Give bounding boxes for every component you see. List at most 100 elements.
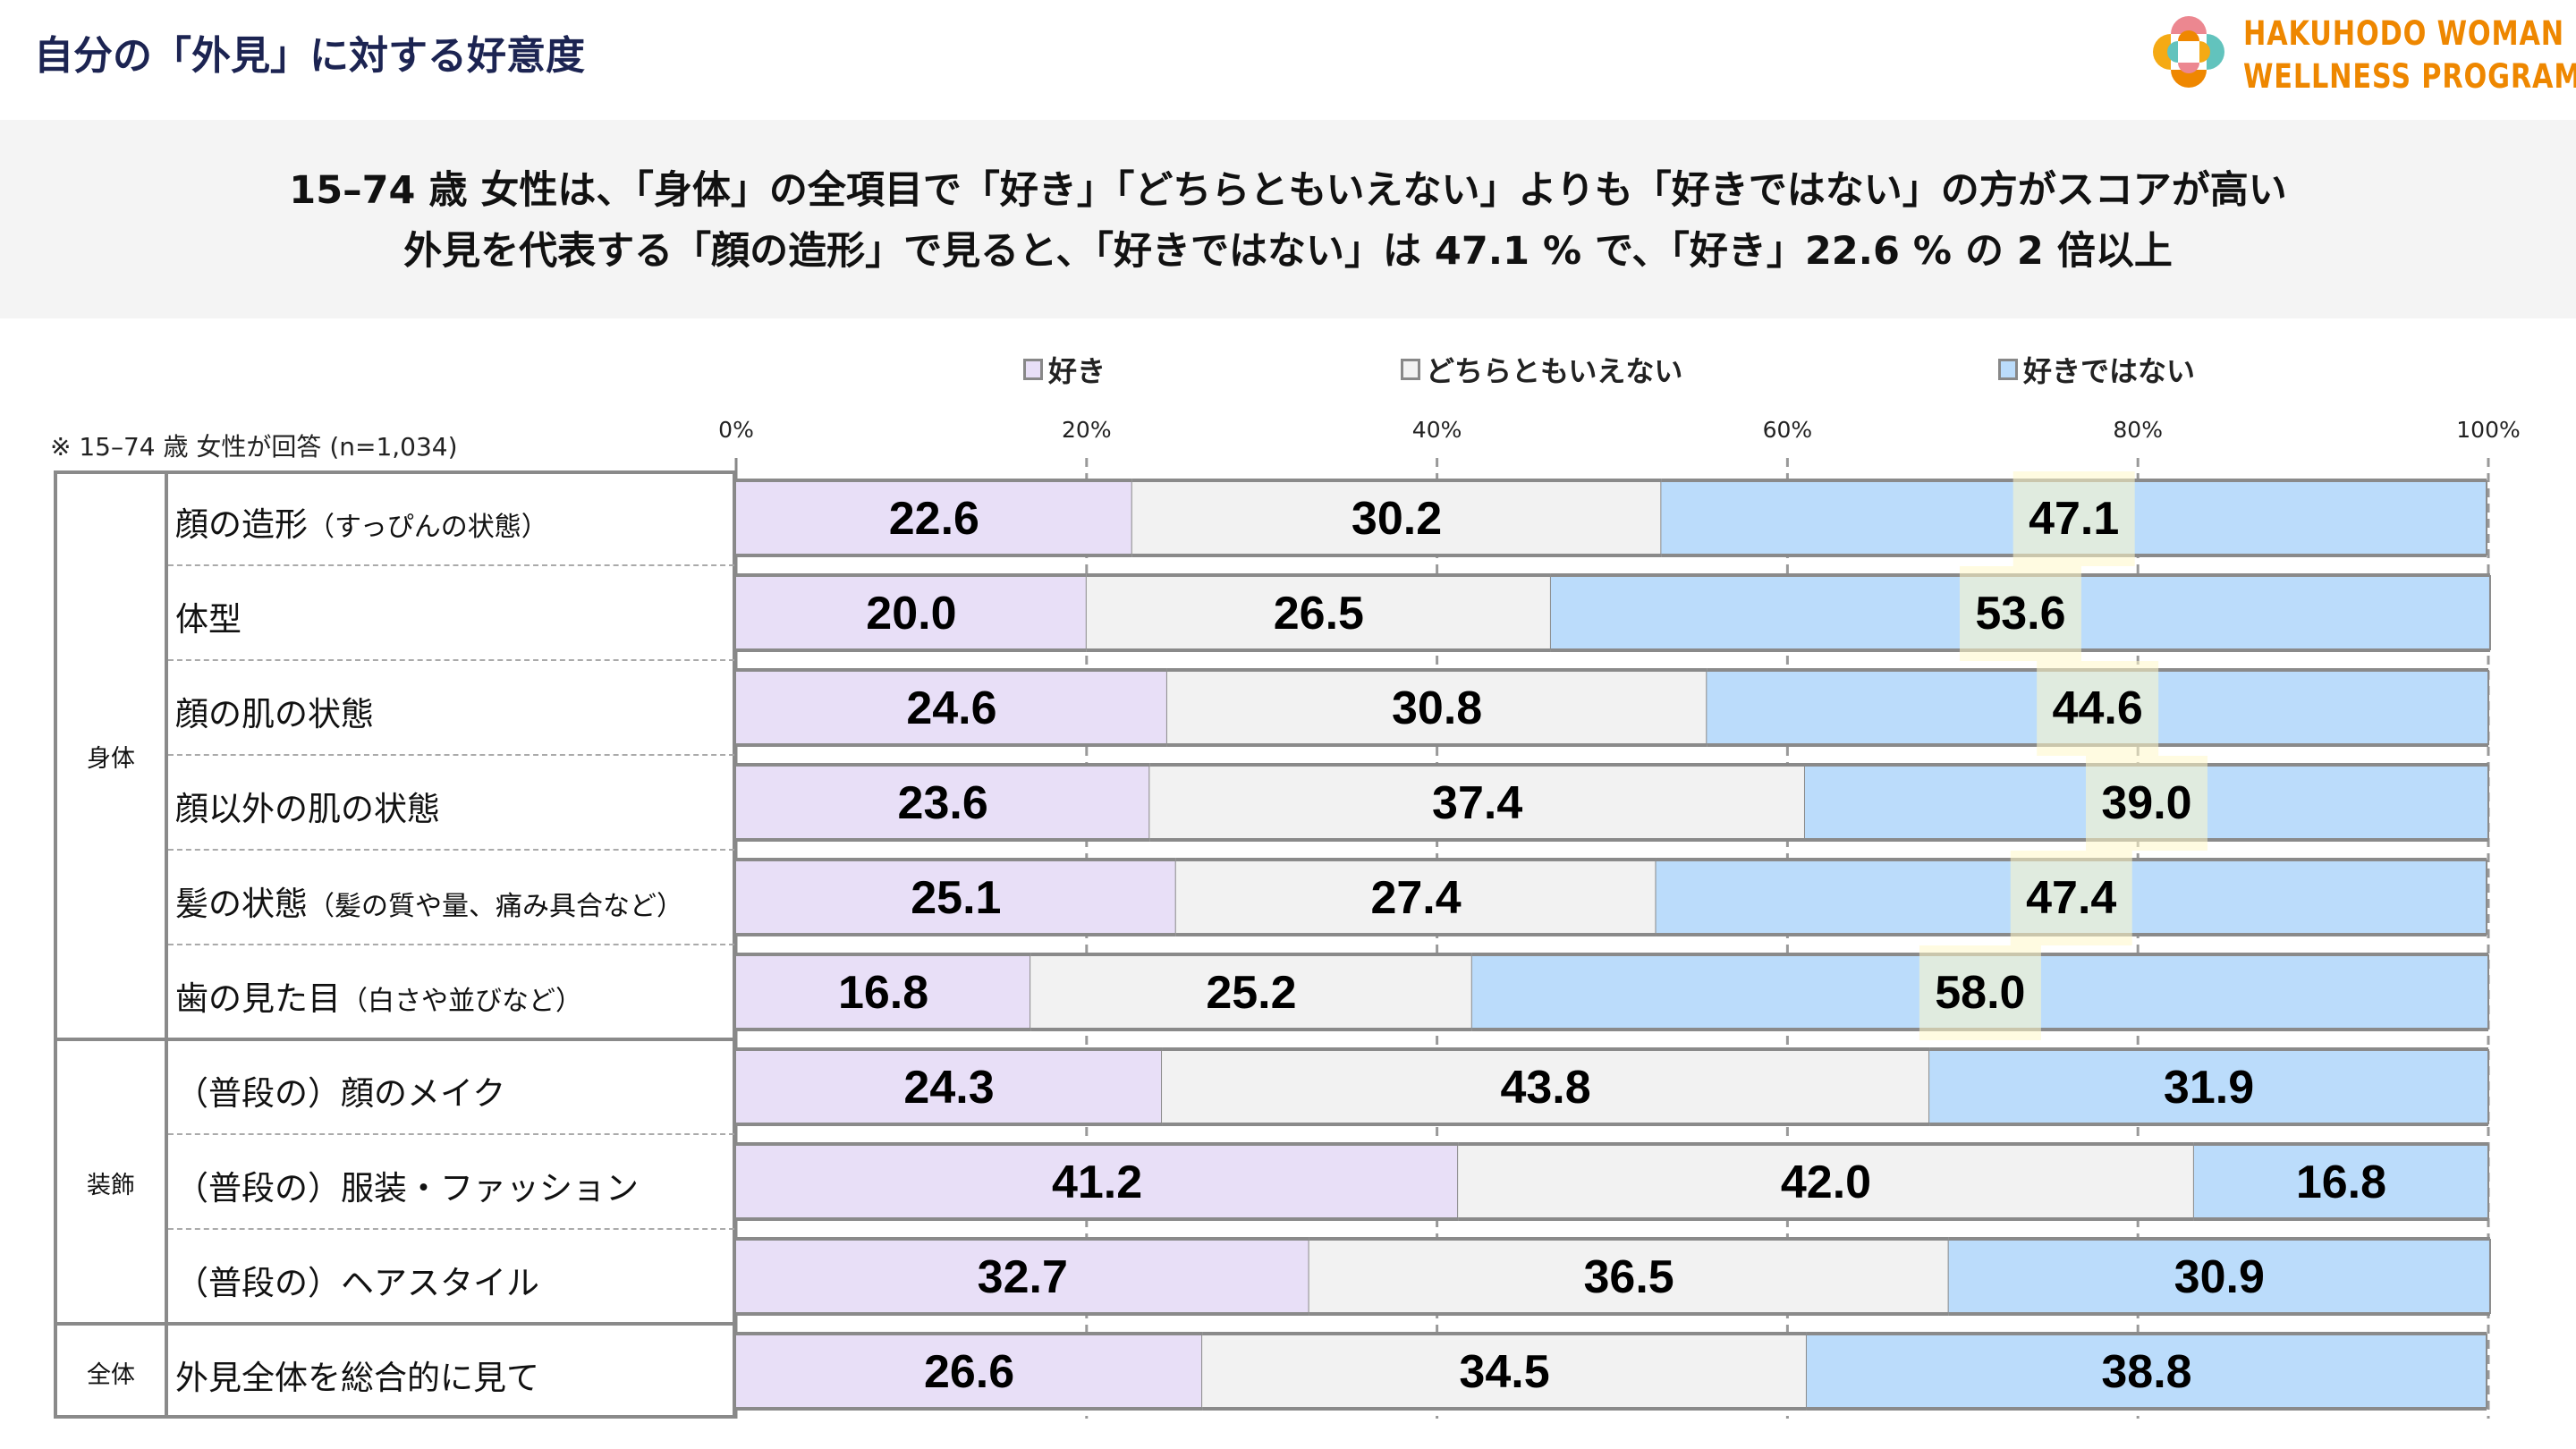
value-highlight	[2037, 661, 2159, 756]
row-divider	[168, 659, 734, 661]
row-label: 髪の状態（髪の質や量、痛み具合など）	[175, 877, 683, 925]
value-label: 31.9	[2164, 1062, 2254, 1114]
bar-segment	[1458, 1144, 2194, 1219]
bar-segment	[1806, 1334, 2487, 1409]
summary-band: 15–74 歳 女性は、「身体」の全項目で「好き」「どちらともいえない」よりも「…	[0, 120, 2576, 318]
bar-segment	[1162, 1049, 1930, 1124]
group-divider	[54, 1322, 736, 1326]
row-label: 体型	[175, 592, 242, 640]
bar-segment	[1175, 860, 1657, 935]
row-label: （普段の）ヘアスタイル	[175, 1256, 539, 1304]
row-label-main: （普段の）服装・ファッション	[175, 1169, 639, 1208]
bar-segment	[1202, 1334, 1807, 1409]
bar-segment	[736, 1144, 1459, 1219]
row-label: 顔以外の肌の状態	[175, 782, 440, 830]
row-label: 外見全体を総合的に見て	[175, 1351, 539, 1399]
summary-line1: 15–74 歳 女性は、「身体」の全項目で「好き」「どちらともいえない」よりも「…	[289, 168, 2287, 213]
logo-line1: HAKUHODO WOMAN	[2243, 14, 2565, 53]
value-label: 30.9	[2174, 1251, 2265, 1303]
value-label: 36.5	[1584, 1251, 1674, 1303]
value-label: 27.4	[1370, 872, 1461, 924]
legend-swatch	[1998, 359, 2018, 380]
row-divider	[168, 754, 734, 756]
row-label-main: 歯の見た目	[175, 979, 341, 1018]
row-label-main: （普段の）顔のメイク	[175, 1074, 506, 1113]
value-label: 26.6	[924, 1346, 1014, 1398]
value-label: 25.1	[911, 872, 1001, 924]
value-label: 58.0	[1935, 967, 2025, 1019]
legend-item-dislike: 好きではない	[1998, 349, 2195, 390]
row-label: （普段の）服装・ファッション	[175, 1161, 639, 1209]
bar-segment	[736, 954, 1031, 1030]
x-tick-label: 0%	[718, 417, 754, 443]
value-label: 24.6	[906, 682, 996, 734]
row-divider	[168, 1228, 734, 1230]
value-highlight	[2012, 471, 2135, 566]
value-label: 16.8	[838, 967, 928, 1019]
row-label: 顔の造形（すっぴんの状態）	[175, 497, 548, 546]
value-label: 30.2	[1352, 493, 1442, 545]
bar-segment	[736, 765, 1150, 840]
row-label-sub: （白さや並びなど）	[341, 986, 582, 1017]
group-divider	[54, 1038, 736, 1041]
row-label-sub: （髪の質や量、痛み具合など）	[308, 891, 683, 922]
group-label: 装飾	[87, 1172, 135, 1199]
value-label: 37.4	[1432, 777, 1522, 829]
logo-text: HAKUHODO WOMAN WELLNESS PROGRAM	[2243, 13, 2576, 98]
value-label: 26.5	[1274, 588, 1364, 640]
row-label-main: （普段の）ヘアスタイル	[175, 1264, 539, 1302]
x-tick-label: 80%	[2113, 417, 2163, 443]
x-tick-label: 60%	[1762, 417, 1813, 443]
value-label: 24.3	[903, 1062, 994, 1114]
row-label-sub: （すっぴんの状態）	[308, 512, 548, 543]
legend-swatch	[1023, 359, 1043, 380]
row-label-main: 体型	[175, 600, 242, 639]
value-label: 25.2	[1206, 967, 1296, 1019]
value-label: 22.6	[889, 493, 979, 545]
logo-line2: WELLNESS PROGRAM	[2243, 57, 2576, 96]
row-divider	[168, 564, 734, 566]
row-divider	[168, 1133, 734, 1135]
bar-segment	[1149, 765, 1805, 840]
value-highlight	[2010, 851, 2132, 945]
bar-segment	[736, 860, 1176, 935]
row-label: 歯の見た目（白さや並びなど）	[175, 971, 582, 1020]
value-label: 30.8	[1392, 682, 1482, 734]
group-label: 全体	[87, 1361, 135, 1389]
sample-note: ※ 15–74 歳 女性が回答 (n=1,034)	[50, 432, 458, 462]
x-tick-label: 100%	[2456, 417, 2521, 443]
row-divider	[168, 944, 734, 945]
row-label: 顔の肌の状態	[175, 687, 374, 735]
bar-segment	[1166, 670, 1707, 745]
row-label-main: 顔以外の肌の状態	[175, 790, 440, 828]
value-label: 53.6	[1975, 588, 2065, 640]
value-label: 41.2	[1052, 1157, 1142, 1208]
logo-mark-icon	[2153, 16, 2224, 88]
value-label: 16.8	[2296, 1157, 2386, 1208]
x-tick-label: 20%	[1062, 417, 1112, 443]
row-label-main: 顔の造形	[175, 505, 308, 544]
row-divider	[168, 849, 734, 851]
bar-segment	[1309, 1239, 1949, 1314]
value-label: 44.6	[2053, 682, 2143, 734]
legend-item-neutral: どちらともいえない	[1401, 349, 1682, 390]
legend-item-like: 好き	[1023, 349, 1106, 390]
value-label: 42.0	[1781, 1157, 1871, 1208]
value-highlight	[1959, 566, 2081, 661]
bar-segment	[1030, 954, 1472, 1030]
value-label: 47.4	[2026, 872, 2116, 924]
value-label: 32.7	[978, 1251, 1068, 1303]
page-title: 自分の「外見」に対する好意度	[34, 33, 585, 79]
value-label: 20.0	[866, 588, 956, 640]
bar-segment	[736, 1334, 1203, 1409]
row-label-main: 顔の肌の状態	[175, 695, 374, 733]
category-table	[54, 470, 736, 1419]
bar-segment	[1131, 480, 1662, 555]
value-label: 43.8	[1500, 1062, 1590, 1114]
table-column-divider	[165, 470, 168, 1419]
bar-segment	[1086, 575, 1551, 650]
bar-segment	[736, 575, 1087, 650]
value-label: 23.6	[898, 777, 988, 829]
value-label: 38.8	[2101, 1346, 2191, 1398]
